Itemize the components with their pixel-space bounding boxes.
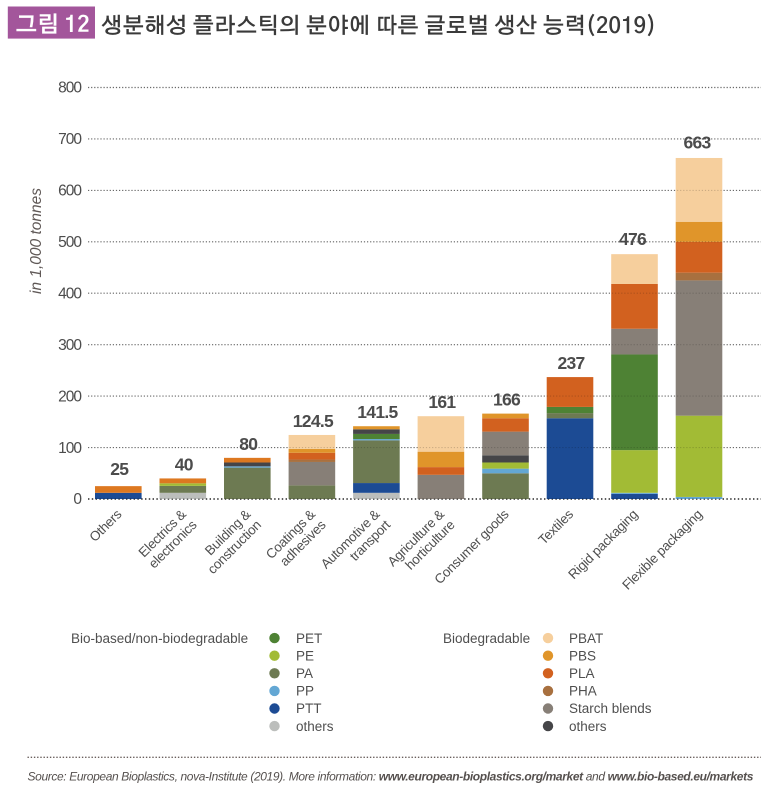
svg-text:PE: PE <box>296 648 314 663</box>
svg-text:40: 40 <box>175 454 194 474</box>
svg-text:PBAT: PBAT <box>569 631 603 646</box>
svg-text:200: 200 <box>58 388 82 405</box>
svg-text:Starch blends: Starch blends <box>569 701 652 716</box>
svg-text:800: 800 <box>58 80 82 97</box>
svg-text:400: 400 <box>58 285 82 302</box>
svg-text:PA: PA <box>296 666 313 681</box>
svg-text:700: 700 <box>58 131 82 148</box>
svg-text:237: 237 <box>557 353 584 373</box>
svg-text:80: 80 <box>239 434 258 454</box>
svg-text:Biodegradable: Biodegradable <box>443 631 530 646</box>
svg-text:others: others <box>296 719 334 734</box>
svg-text:500: 500 <box>58 234 82 251</box>
svg-text:PTT: PTT <box>296 701 322 716</box>
svg-text:663: 663 <box>683 133 711 153</box>
svg-text:0: 0 <box>73 491 82 508</box>
svg-text:Bio-based/non-biodegradable: Bio-based/non-biodegradable <box>71 631 248 646</box>
svg-text:PLA: PLA <box>569 666 595 681</box>
svg-text:161: 161 <box>428 392 456 412</box>
svg-text:PP: PP <box>296 684 314 699</box>
svg-text:476: 476 <box>619 229 647 249</box>
svg-text:100: 100 <box>58 440 82 457</box>
svg-text:166: 166 <box>493 390 521 410</box>
svg-text:600: 600 <box>58 183 82 200</box>
svg-text:141.5: 141.5 <box>357 402 398 422</box>
svg-text:PHA: PHA <box>569 684 597 699</box>
svg-text:124.5: 124.5 <box>293 411 334 431</box>
svg-text:in 1,000 tonnes: in 1,000 tonnes <box>28 188 45 294</box>
svg-text:others: others <box>569 719 607 734</box>
svg-text:PET: PET <box>296 631 322 646</box>
svg-text:Source: European Bioplastics,: Source: European Bioplastics, nova-Insti… <box>28 770 754 784</box>
svg-text:25: 25 <box>110 459 129 479</box>
svg-text:300: 300 <box>58 337 82 354</box>
svg-text:PBS: PBS <box>569 648 596 663</box>
